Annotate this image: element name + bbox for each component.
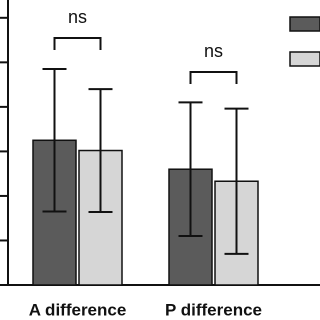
legend-swatch (289, 51, 320, 67)
legend-swatch (289, 16, 320, 32)
significance-bracket (53, 37, 102, 50)
annotation: ns (204, 41, 223, 61)
x-tick-label: P difference (165, 300, 262, 319)
error-bar (224, 107, 249, 255)
error-bar (178, 101, 203, 238)
significance-bracket (189, 71, 238, 84)
x-tick-label: A difference (29, 300, 127, 319)
error-bar (88, 88, 113, 213)
annotation: ns (68, 7, 87, 27)
error-bar (42, 68, 67, 213)
